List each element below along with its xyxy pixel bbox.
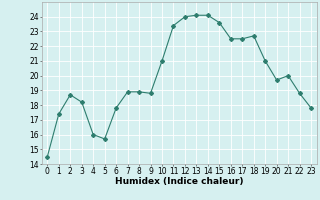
X-axis label: Humidex (Indice chaleur): Humidex (Indice chaleur) bbox=[115, 177, 244, 186]
